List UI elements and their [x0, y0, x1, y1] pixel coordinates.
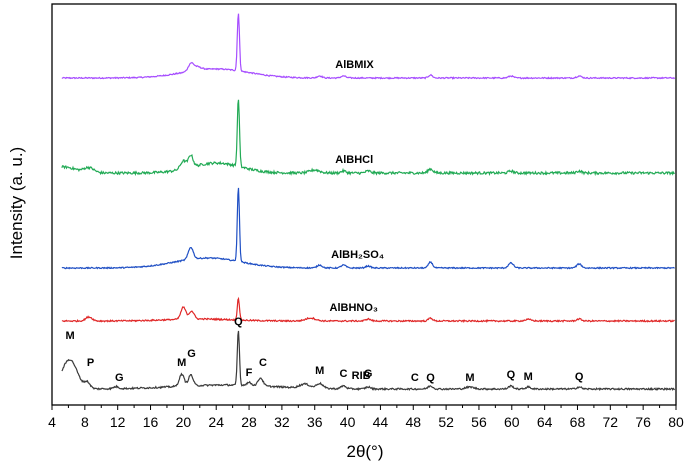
series-label-0: AlBMIX: [335, 59, 374, 71]
x-tick-label: 36: [307, 414, 323, 430]
series-line-3: [61, 296, 675, 323]
series-label-1: AlBHCl: [335, 154, 373, 166]
x-tick-label: 80: [668, 414, 684, 430]
phase-label-3: M: [177, 357, 186, 369]
x-tick-label: 40: [340, 414, 356, 430]
series-label-3: AlBHNO₃: [330, 302, 378, 314]
phase-label-16: Q: [575, 371, 584, 383]
phase-label-1: P: [87, 357, 94, 369]
x-tick-label: 68: [570, 414, 586, 430]
x-tick-label: 4: [48, 414, 56, 430]
series-label-2: AlBH₂SO₄: [331, 249, 384, 261]
x-axis-title: 2θ(°): [346, 442, 383, 461]
x-tick-label: 24: [208, 414, 224, 430]
series-line-4: [61, 330, 676, 392]
x-tick-label: 56: [471, 414, 487, 430]
x-tick-label: 20: [176, 414, 192, 430]
phase-label-11: C: [411, 372, 419, 384]
phase-label-9: C: [339, 368, 347, 380]
x-tick-label: 16: [143, 414, 159, 430]
series-label-4: RIB: [352, 370, 371, 382]
x-tick-label: 76: [635, 414, 651, 430]
series-line-2: [61, 187, 675, 270]
x-tick-label: 64: [537, 414, 553, 430]
phase-label-14: Q: [507, 369, 516, 381]
phase-label-8: M: [315, 365, 324, 377]
x-tick-label: 32: [274, 414, 290, 430]
x-tick-label: 72: [603, 414, 619, 430]
phase-label-5: Q: [234, 316, 243, 328]
axes: 4 8 12 16 20 24 28 32 36 40 44 48 52 56 60 64 68 72 76 80: [48, 3, 684, 430]
x-tick-label: 44: [373, 414, 389, 430]
phase-label-13: M: [465, 372, 474, 384]
x-tick-label: 60: [504, 414, 520, 430]
x-tick-label: 48: [405, 414, 421, 430]
phase-label-4: G: [187, 348, 196, 360]
y-axis-title: Intensity (a. u.): [7, 147, 26, 259]
phase-label-12: Q: [426, 372, 435, 384]
phase-label-6: F: [246, 367, 253, 379]
phase-label-0: M: [65, 330, 74, 342]
x-tick-label: 28: [241, 414, 257, 430]
phase-label-10: G: [364, 368, 373, 380]
series-line-0: [61, 13, 676, 80]
phase-label-2: G: [115, 372, 124, 384]
x-tick-label: 8: [81, 414, 89, 430]
series-layer: AlBMIX AlBHCl AlBH₂SO₄ AlBHNO₃ RIB: [61, 13, 676, 392]
phase-label-15: M: [524, 371, 533, 383]
series-line-1: [61, 99, 675, 177]
phase-label-7: C: [259, 357, 267, 369]
x-tick-label: 52: [438, 414, 454, 430]
x-tick-label: 12: [110, 414, 126, 430]
